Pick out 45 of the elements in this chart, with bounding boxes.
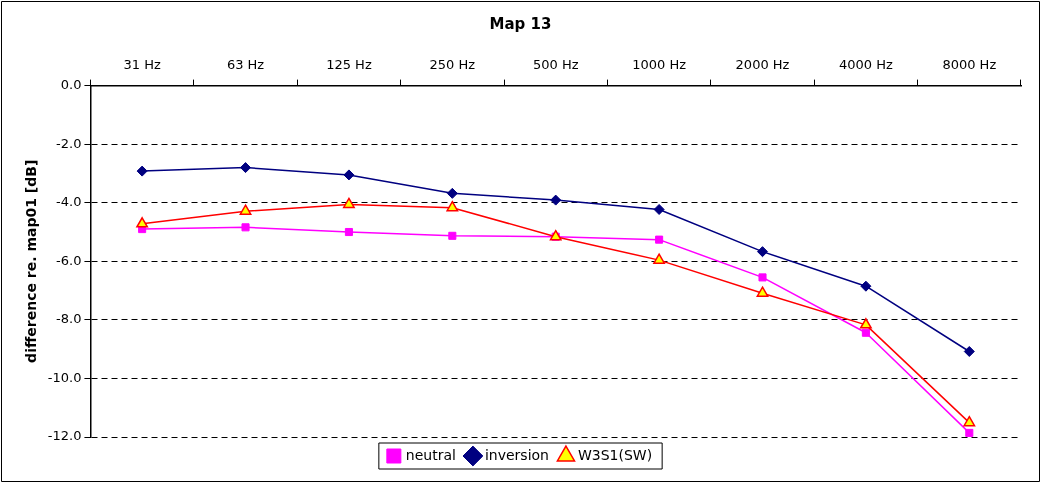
point: [342, 197, 355, 209]
point: [446, 187, 458, 199]
legend-label: neutral: [405, 446, 456, 463]
x-tick-label: 63 Hz: [226, 57, 265, 73]
point: [757, 246, 769, 258]
point: [136, 165, 148, 177]
point: [344, 227, 353, 237]
y-axis-title: difference re. map01 [dB]: [23, 159, 40, 363]
point: [241, 223, 250, 232]
point: [756, 286, 769, 297]
point: [860, 280, 872, 292]
y-tick-label: -8.0: [56, 311, 82, 327]
point: [655, 235, 664, 244]
point: [653, 203, 665, 215]
legend-label: inversion: [484, 446, 549, 463]
point: [965, 428, 974, 437]
y-tick-label: 0.0: [60, 76, 82, 92]
point: [653, 253, 666, 264]
point: [239, 204, 252, 215]
point: [859, 318, 872, 329]
point: [861, 328, 870, 337]
legend-label: W3S1(SW): [577, 446, 653, 463]
point: [963, 415, 976, 427]
x-tick-label: 250 Hz: [429, 57, 476, 73]
x-tick-label: 500 Hz: [532, 57, 579, 73]
x-tick-label: 125 Hz: [326, 57, 372, 73]
point: [240, 162, 252, 174]
point: [963, 345, 975, 357]
x-tick-label: 31 Hz: [123, 57, 161, 73]
x-tick-label: 4000 Hz: [838, 57, 893, 73]
chart-title: Map 13: [489, 14, 552, 33]
point: [343, 169, 355, 181]
point: [550, 194, 562, 206]
y-tick-label: -6.0: [56, 252, 82, 268]
x-tick-label: 8000 Hz: [942, 57, 997, 73]
x-tick-label: 1000 Hz: [632, 57, 687, 73]
point: [758, 273, 767, 282]
y-tick-label: -10.0: [47, 369, 82, 385]
y-tick-label: -2.0: [56, 135, 82, 151]
point: [448, 231, 457, 240]
point: [136, 217, 149, 228]
point: [446, 200, 459, 212]
x-tick-label: 2000 Hz: [735, 57, 790, 73]
y-tick-label: -12.0: [47, 428, 82, 444]
y-tick-label: -4.0: [56, 194, 82, 210]
